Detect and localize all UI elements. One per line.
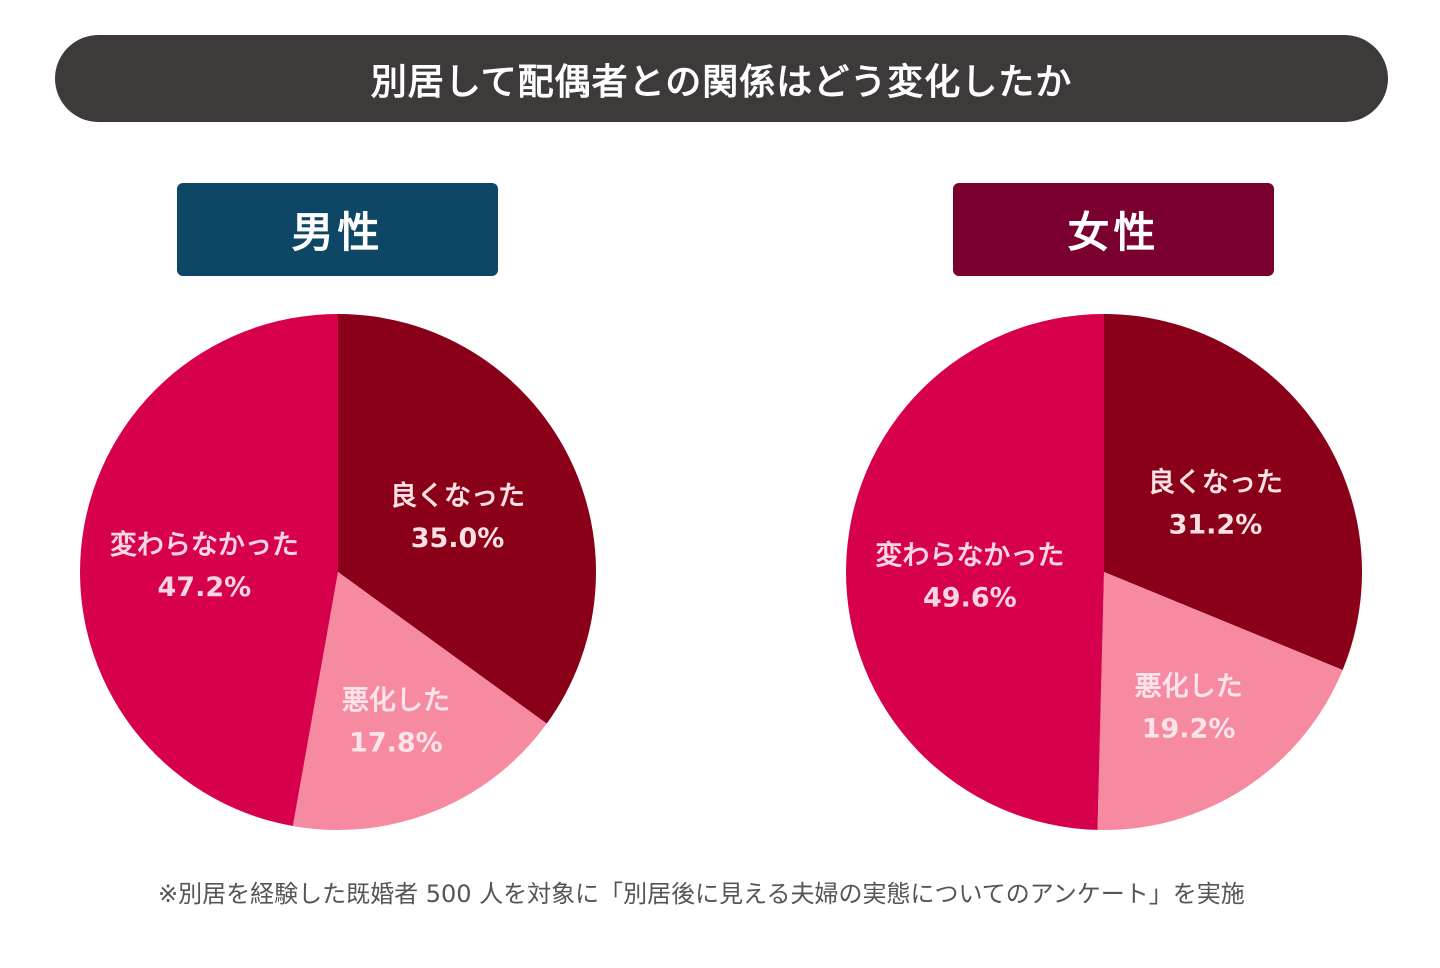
slice-category-label: 変わらなかった	[875, 539, 1064, 571]
pie-slice-female-2	[846, 314, 1104, 830]
slice-value-label: 17.8%	[349, 728, 443, 759]
pie-slice-male-1	[292, 572, 547, 830]
slice-value-label: 31.2%	[1169, 509, 1263, 540]
female-pie-title: 女性	[953, 183, 1274, 276]
slice-category-label: 悪化した	[342, 686, 450, 717]
chart-title: 別居して配偶者との関係はどう変化したか	[55, 35, 1388, 122]
slice-value-label: 49.6%	[923, 582, 1017, 613]
slice-category-label: 良くなった	[1148, 466, 1283, 498]
male-pie-title: 男性	[177, 183, 498, 276]
slice-value-label: 47.2%	[158, 572, 252, 603]
pie-slice-male-0	[338, 314, 596, 724]
pie-slice-male-2	[80, 314, 339, 827]
slice-category-label: 変わらなかった	[110, 529, 299, 561]
pie-slice-female-1	[1097, 572, 1343, 830]
slice-value-label: 35.0%	[411, 523, 505, 554]
pie-slice-female-0	[1104, 314, 1362, 670]
slice-category-label: 悪化した	[1135, 672, 1243, 703]
slice-category-label: 良くなった	[390, 480, 525, 512]
slice-value-label: 19.2%	[1142, 714, 1236, 745]
footnote: ※別居を経験した既婚者 500 人を対象に「別居後に見える夫婦の実態についてのア…	[158, 880, 1245, 908]
